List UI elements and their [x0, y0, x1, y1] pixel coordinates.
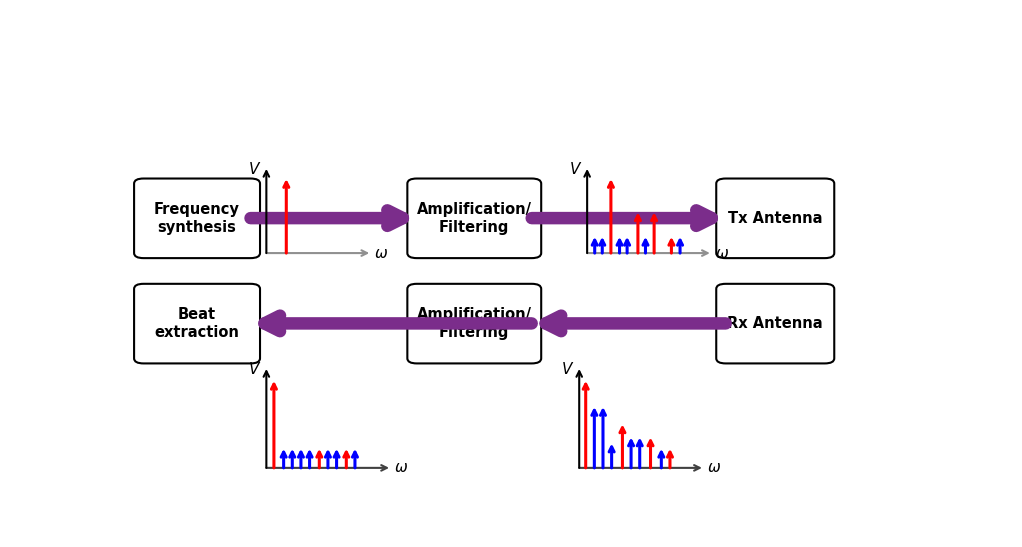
- Text: $V$: $V$: [248, 161, 262, 177]
- FancyBboxPatch shape: [134, 284, 260, 363]
- Text: $\omega$: $\omega$: [707, 461, 721, 475]
- FancyBboxPatch shape: [134, 178, 260, 258]
- Text: $\omega$: $\omega$: [714, 246, 729, 260]
- Text: Amplification/
Filtering: Amplification/ Filtering: [417, 202, 531, 235]
- Text: Amplification/
Filtering: Amplification/ Filtering: [417, 307, 531, 340]
- Text: $V$: $V$: [569, 161, 583, 177]
- Text: $V$: $V$: [561, 361, 574, 377]
- Text: Beat
extraction: Beat extraction: [154, 307, 239, 340]
- FancyBboxPatch shape: [408, 178, 542, 258]
- Text: Rx Antenna: Rx Antenna: [728, 316, 823, 331]
- Text: Tx Antenna: Tx Antenna: [728, 211, 823, 226]
- Text: $\omega$: $\omega$: [393, 461, 408, 475]
- Text: Frequency
synthesis: Frequency synthesis: [154, 202, 240, 235]
- Text: $\omega$: $\omega$: [374, 246, 388, 260]
- FancyBboxPatch shape: [716, 284, 834, 363]
- FancyBboxPatch shape: [408, 284, 542, 363]
- FancyBboxPatch shape: [716, 178, 834, 258]
- Text: $V$: $V$: [248, 361, 262, 377]
